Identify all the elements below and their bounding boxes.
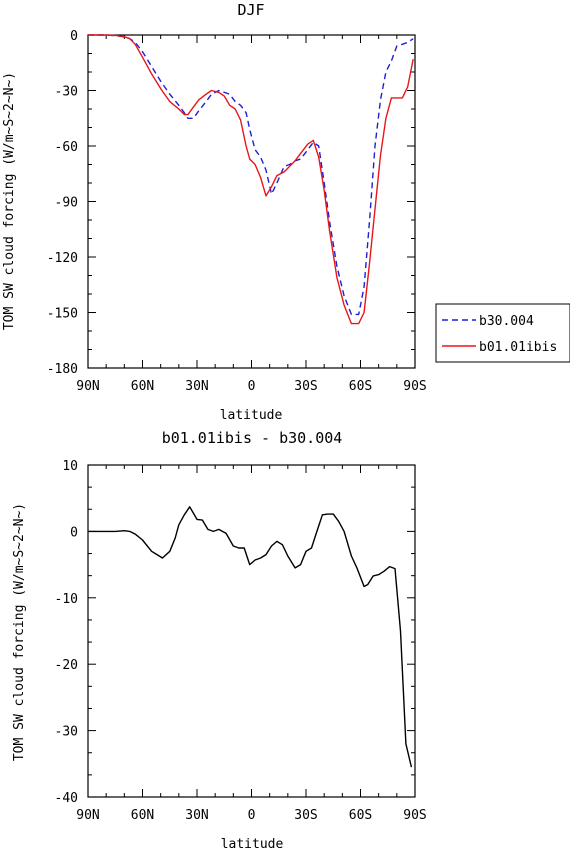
top-series-line-b30-004 <box>88 34 414 316</box>
top-y-axis-label: TOM SW cloud forcing (W/m~S~2~N~) <box>2 72 17 330</box>
bottom-y-tick-label: -40 <box>55 791 78 806</box>
bottom-x-tick-label: 0 <box>248 808 256 823</box>
top-y-tick-label: -90 <box>55 196 78 211</box>
top-y-tick-label: 0 <box>70 29 78 44</box>
top-y-tick-label: -180 <box>47 362 78 377</box>
bottom-y-tick-label: -20 <box>55 658 78 673</box>
bottom-x-tick-label: 90N <box>76 808 99 823</box>
bottom-plot-frame <box>87 464 416 798</box>
bottom-chart-title: b01.01ibis - b30.004 <box>162 429 343 447</box>
bottom-y-axis: 10 0 -10 -20 -30 -40 <box>55 459 415 806</box>
bottom-x-tick-label: 90S <box>403 808 426 823</box>
top-x-tick-label: 90S <box>403 379 426 394</box>
bottom-panel: b01.01ibis - b30.004 90N 60N 30N 0 30S 60S 90S… <box>12 429 427 851</box>
top-x-axis-label: latitude <box>220 408 283 423</box>
bottom-y-tick-label: 10 <box>62 459 78 474</box>
top-x-tick-label: 0 <box>248 379 256 394</box>
top-panel: DJF 90N 60N 30N 0 30S 60S 90S 0 -30 -60 -90 -120 -1… <box>2 1 570 423</box>
top-y-axis: 0 -30 -60 -90 -120 -150 -180 <box>47 29 415 377</box>
legend-label-b01-01ibis: b01.01ibis <box>479 340 557 355</box>
bottom-series-lines <box>88 506 413 768</box>
top-y-tick-label: -60 <box>55 140 78 155</box>
top-x-tick-label: 60S <box>349 379 372 394</box>
bottom-series-line-difference <box>88 506 413 768</box>
legend-box <box>435 303 570 363</box>
bottom-y-tick-label: -30 <box>55 725 78 740</box>
top-y-tick-label: -30 <box>55 85 78 100</box>
legend-label-b30-004: b30.004 <box>479 314 534 329</box>
top-y-tick-label: -120 <box>47 251 78 266</box>
top-x-tick-label: 90N <box>76 379 99 394</box>
top-x-tick-label: 30N <box>185 379 208 394</box>
bottom-y-tick-label: 0 <box>70 525 78 540</box>
bottom-y-axis-label: TOM SW cloud forcing (W/m~S~2~N~) <box>12 503 27 761</box>
top-x-axis: 90N 60N 30N 0 30S 60S 90S <box>76 35 427 394</box>
bottom-x-tick-label: 60N <box>131 808 154 823</box>
legend: b30.004 b01.01ibis <box>435 303 570 363</box>
bottom-y-tick-label: -10 <box>55 592 78 607</box>
bottom-x-tick-label: 30S <box>294 808 317 823</box>
top-series-line-b01-01ibis <box>88 34 414 325</box>
bottom-x-axis: 90N 60N 30N 0 30S 60S 90S <box>76 465 427 823</box>
top-plot-frame <box>87 34 416 369</box>
top-x-tick-label: 60N <box>131 379 154 394</box>
top-x-tick-label: 30S <box>294 379 317 394</box>
bottom-x-axis-label: latitude <box>221 837 284 851</box>
top-y-tick-label: -150 <box>47 307 78 322</box>
top-chart-title: DJF <box>237 1 264 19</box>
bottom-x-tick-label: 60S <box>349 808 372 823</box>
top-series-lines <box>88 34 414 325</box>
bottom-x-tick-label: 30N <box>185 808 208 823</box>
